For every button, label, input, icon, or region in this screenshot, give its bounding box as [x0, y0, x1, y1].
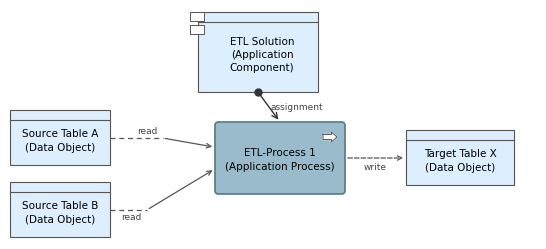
- Text: read: read: [121, 212, 142, 222]
- Polygon shape: [323, 132, 337, 142]
- Text: read: read: [137, 127, 157, 136]
- Text: write: write: [364, 164, 387, 173]
- Text: assignment: assignment: [271, 103, 323, 112]
- Text: Source Table A
(Data Object): Source Table A (Data Object): [22, 129, 98, 153]
- Text: Source Table B
(Data Object): Source Table B (Data Object): [22, 201, 98, 225]
- FancyBboxPatch shape: [198, 12, 318, 92]
- Text: ETL-Process 1
(Application Process): ETL-Process 1 (Application Process): [225, 148, 335, 172]
- FancyBboxPatch shape: [215, 122, 345, 194]
- FancyBboxPatch shape: [191, 12, 204, 21]
- FancyBboxPatch shape: [191, 25, 204, 34]
- FancyBboxPatch shape: [10, 183, 110, 238]
- FancyBboxPatch shape: [10, 111, 110, 166]
- FancyBboxPatch shape: [406, 130, 514, 186]
- Text: Target Table X
(Data Object): Target Table X (Data Object): [424, 149, 496, 173]
- Text: ETL Solution
(Application
Component): ETL Solution (Application Component): [230, 37, 294, 73]
